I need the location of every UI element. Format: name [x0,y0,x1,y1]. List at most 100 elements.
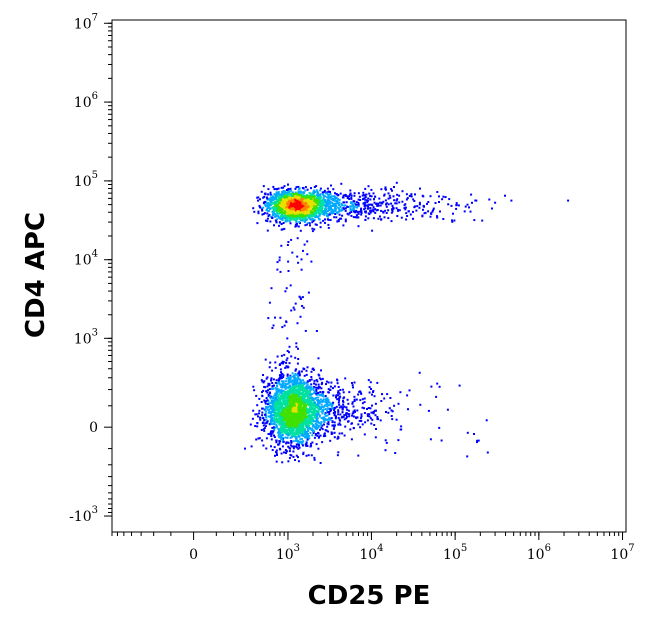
event-dot [292,447,295,450]
event-dot [396,215,399,217]
event-dot [319,226,322,229]
event-dot [285,403,288,406]
event-dot [316,386,319,389]
event-dot [339,419,342,422]
event-dot [323,212,326,215]
event-dot [294,195,297,197]
event-dot [273,200,276,203]
event-dot [264,402,267,405]
event-dot [302,444,304,447]
event-dot [317,407,320,410]
event-dot [290,207,293,210]
event-dot [321,395,324,397]
event-dot [275,441,278,444]
event-dot [295,192,298,195]
event-dot [260,190,263,193]
event-dot [312,399,315,402]
event-dot [327,226,330,229]
event-dot [313,390,316,393]
event-dot [320,426,323,429]
event-dot [285,359,288,362]
event-dot [306,421,309,424]
event-dot [345,201,348,204]
event-dot [360,392,363,395]
event-dot [266,217,269,220]
event-dot [452,212,454,215]
event-dot [336,454,339,457]
event-dot [289,216,292,219]
event-dot [327,218,330,221]
event-dot [309,390,311,393]
event-dot [261,411,264,414]
event-dot [307,393,310,396]
event-dot [281,360,284,363]
event-dot [270,215,273,218]
event-dot [408,195,411,197]
event-dot [315,396,318,399]
event-dot [295,418,298,421]
event-dot [367,205,370,208]
event-dot [315,389,318,391]
event-dot [319,189,322,192]
event-dot [371,418,374,421]
event-dot [286,417,289,420]
event-dot [297,447,300,450]
event-dot [345,417,348,420]
event-dot [297,427,300,430]
event-dot [292,193,295,195]
event-dot [274,381,277,384]
event-dot [276,211,278,214]
event-dot [280,424,283,427]
event-dot [338,406,341,409]
event-dot [494,201,497,204]
event-dot [344,377,347,380]
event-dot [356,205,359,208]
event-dot [336,398,339,401]
event-dot [291,419,294,422]
event-dot [290,436,293,439]
event-dot [345,194,348,197]
event-dot [266,207,269,210]
event-dot [290,402,293,405]
event-dot [311,215,314,218]
event-dot [309,203,312,206]
event-dot [319,394,322,397]
event-dot [308,435,310,437]
event-dot [292,416,295,419]
event-dot [300,424,303,426]
event-dot [349,192,352,195]
event-dot [288,457,291,460]
event-dot [299,379,302,382]
event-dot [390,202,393,205]
event-dot [283,198,286,201]
event-dot [296,201,299,204]
event-dot [382,200,385,203]
event-dot [309,196,312,199]
event-dot [295,433,297,435]
event-dot [368,386,371,389]
event-dot [363,407,365,410]
event-dot [279,398,282,401]
event-dot [383,216,386,219]
event-dot [338,210,341,213]
event-dot [310,415,313,418]
event-dot [337,437,340,440]
event-dot [312,214,315,217]
event-dot [281,408,284,411]
event-dot [372,210,375,213]
event-dot [303,410,306,413]
event-dot [348,391,351,394]
event-dot [292,393,295,396]
event-dot [329,195,332,198]
event-dot [265,397,268,399]
event-dot [285,191,288,194]
event-dot [262,196,265,199]
event-dot [368,415,371,418]
event-dot [263,427,266,430]
event-dot [311,441,314,444]
event-dot [258,409,261,412]
event-dot [357,393,360,396]
event-dot [335,200,338,203]
event-dot [258,437,261,440]
event-dot [323,423,325,426]
